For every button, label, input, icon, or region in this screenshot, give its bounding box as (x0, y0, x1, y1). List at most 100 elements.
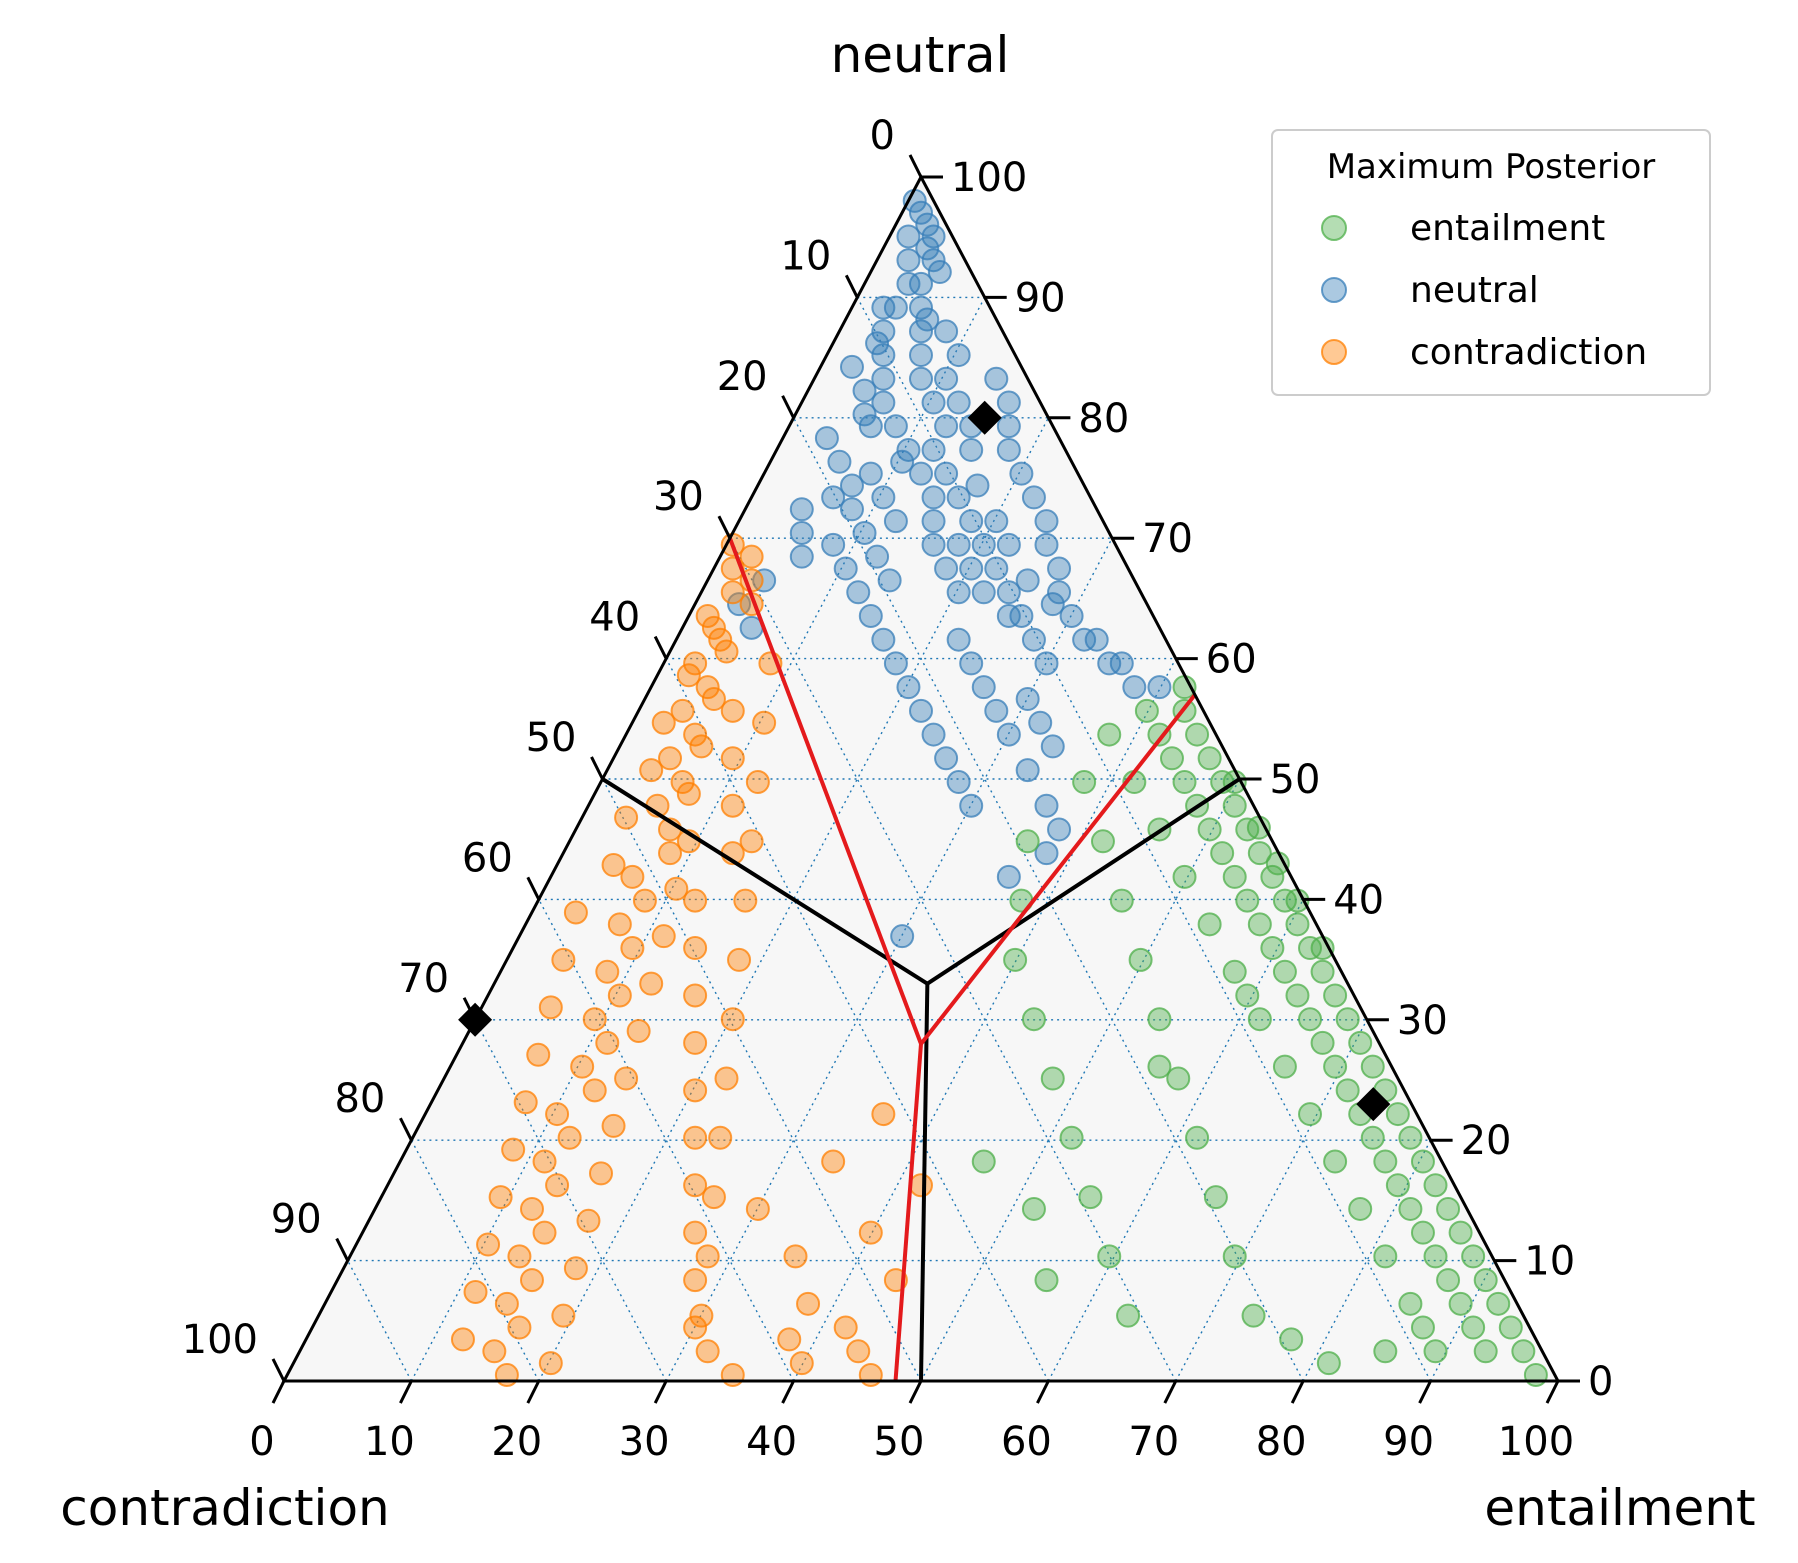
contradiction-point (683, 1125, 708, 1150)
contradiction-point (683, 888, 708, 913)
contradiction-tick (462, 997, 477, 1021)
neutral-tick-label: 90 (1015, 275, 1066, 321)
contradiction-point (551, 947, 576, 972)
entailment-point (1097, 722, 1122, 747)
entailment-point (1034, 1268, 1059, 1293)
neutral-tick-label: 50 (1270, 757, 1321, 803)
entailment-point (1003, 947, 1028, 972)
entailment-point (1241, 1303, 1266, 1328)
axis-ticks: 0 0 0 10 10 10 20 20 20 30 30 30 40 40 40 50 50 50 60 60 60 7… (182, 113, 1614, 1465)
entailment-point (1222, 793, 1247, 818)
entailment-point (1159, 746, 1184, 771)
neutral-tick-label: 40 (1333, 877, 1384, 923)
contradiction-tick (781, 395, 795, 419)
entailment-point (1272, 959, 1297, 984)
contradiction-point (601, 1113, 626, 1138)
neutral-point (909, 319, 933, 344)
contradiction-tick-label: 80 (334, 1076, 385, 1122)
neutral-point (927, 260, 952, 285)
neutral-point (934, 366, 959, 391)
contradiction-point (695, 1244, 720, 1269)
neutral-point (1009, 461, 1034, 486)
contradiction-point (595, 1030, 620, 1055)
entailment-point (1423, 1244, 1448, 1269)
contradiction-point (507, 1244, 532, 1269)
neutral-point (1009, 603, 1034, 628)
contradiction-point (789, 1351, 814, 1376)
contradiction-point (501, 1137, 526, 1162)
neutral-point (909, 343, 933, 368)
neutral-point (921, 509, 946, 534)
grid-line (792, 658, 1177, 1382)
entailment-point (1185, 1125, 1210, 1150)
neutral-point (1028, 710, 1053, 735)
entailment-point (1511, 1339, 1536, 1364)
contradiction-tick (271, 1358, 286, 1382)
contradiction-point (632, 888, 657, 913)
contradiction-point (676, 663, 701, 688)
entailment-point (1116, 1303, 1141, 1328)
contradiction-tick-label: 70 (398, 956, 449, 1002)
contradiction-point (683, 1220, 708, 1245)
neutral-point (1034, 509, 1059, 534)
neutral-point (959, 556, 984, 581)
neutral-point (965, 473, 990, 498)
neutral-tick-label: 60 (1206, 637, 1257, 683)
entailment-tick (781, 1380, 795, 1404)
entailment-point (1222, 864, 1247, 889)
neutral-point (909, 295, 933, 320)
entailment-tick-label: 80 (1256, 1419, 1307, 1465)
neutral-point (909, 200, 933, 225)
contradiction-point (545, 1102, 570, 1127)
contradiction-tick-label: 10 (780, 233, 831, 279)
neutral-point (890, 449, 915, 474)
neutral-point (946, 580, 971, 605)
neutral-point (814, 426, 839, 451)
neutral-point (959, 651, 984, 676)
entailment-point (1410, 1220, 1435, 1245)
neutral-point (996, 603, 1021, 628)
entailment-point (1398, 1125, 1423, 1150)
neutral-point (971, 532, 996, 557)
entailment-point (1072, 770, 1097, 795)
neutral-point (1021, 627, 1046, 652)
entailment-point (1147, 722, 1172, 747)
contradiction-point (507, 1315, 532, 1340)
contradiction-tick (908, 154, 923, 178)
neutral-point (921, 532, 946, 557)
contradiction-point (739, 829, 764, 854)
grid-line (792, 417, 1304, 1382)
entailment-tick-label: 60 (1001, 1419, 1052, 1465)
entailment-point (1021, 1196, 1046, 1221)
entailment-point (1323, 1054, 1348, 1079)
entailment-tick-label: 10 (364, 1419, 415, 1465)
entailment-point (1410, 1149, 1435, 1174)
entailment-tick (526, 1380, 541, 1404)
neutral-point (934, 414, 959, 439)
entailment-point (1423, 1339, 1448, 1364)
red-boundary-line (728, 537, 923, 1045)
contradiction-point (664, 876, 689, 901)
contradiction-point (714, 1066, 739, 1091)
neutral-point (871, 343, 896, 368)
entailment-point (1172, 770, 1197, 795)
contradiction-tick-label: 100 (182, 1317, 258, 1363)
entailment-point (1272, 888, 1297, 913)
neutral-point (846, 580, 871, 605)
entailment-tick-label: 50 (874, 1419, 925, 1465)
neutral-point (1109, 651, 1134, 676)
contradiction-point (651, 924, 676, 949)
neutral-point (909, 366, 933, 391)
neutral-point (896, 271, 921, 296)
entailment-point (1260, 864, 1285, 889)
scatter-points (450, 188, 1548, 1387)
neutral-point (1034, 532, 1059, 557)
neutral-tick-label: 20 (1461, 1118, 1512, 1164)
entailment-point (1436, 1268, 1461, 1293)
entailment-point (1498, 1315, 1523, 1340)
entailment-point (1059, 1125, 1084, 1150)
entailment-point (1448, 1220, 1473, 1245)
entailment-point (1398, 1291, 1423, 1316)
neutral-point (946, 770, 971, 795)
entailment-point (1461, 1315, 1486, 1340)
